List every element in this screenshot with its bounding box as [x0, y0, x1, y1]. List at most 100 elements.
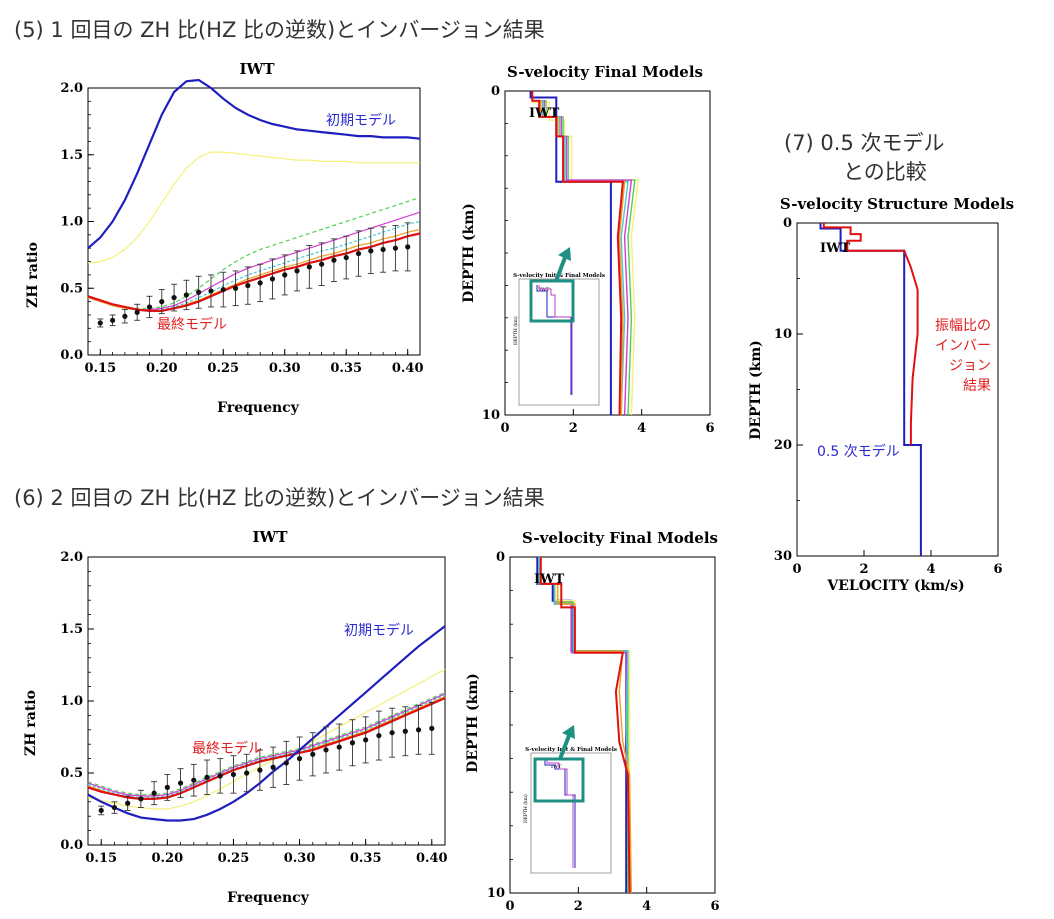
- series-initial-line: [87, 78, 421, 250]
- x-tick-label: 0.30: [284, 851, 316, 866]
- observed-point: [306, 264, 312, 270]
- y-tick-label: 10: [774, 327, 792, 342]
- observed-point: [109, 317, 116, 323]
- x-tick-label: 2: [859, 562, 868, 577]
- heading-section-7-line2: との比較: [843, 160, 927, 184]
- x-tick-label: 6: [993, 562, 1002, 577]
- observed-point: [349, 740, 356, 746]
- series-green-line: [87, 691, 446, 796]
- observed-point: [230, 771, 237, 778]
- series-magenta-line: [87, 211, 421, 311]
- y-tick-label: 1.5: [60, 622, 83, 637]
- y-tick-label: 0: [783, 216, 792, 231]
- chart-title: S-velocity Final Models: [507, 63, 703, 81]
- observed-point: [177, 780, 184, 786]
- observed-point: [343, 254, 349, 261]
- plot-area: 0 2 4 6 0 10 20 30: [774, 216, 1003, 577]
- profile-initial-line: [529, 91, 612, 415]
- inset-highlight-box: [529, 279, 575, 323]
- observed-point: [164, 784, 170, 790]
- series-orange-line: [87, 228, 421, 312]
- plot-area: 0.15 0.20 0.25 0.30 0.35 0.40 0.0 0.5 1.0 1.5 2.0: [60, 78, 424, 376]
- observed-point: [125, 800, 131, 806]
- observed-point: [376, 732, 382, 739]
- observed-point: [319, 261, 325, 267]
- observed-point: [159, 299, 165, 305]
- y-tick-label: 0: [491, 84, 500, 99]
- heading-section-6: (6) 2 回目の ZH 比(HZ 比の逆数)とインバージョン結果: [14, 486, 545, 510]
- y-tick-label: 10: [482, 408, 500, 423]
- x-tick-label: 6: [710, 899, 719, 914]
- y-tick-label: 30: [774, 549, 792, 564]
- profile-final-line: [822, 223, 919, 445]
- observed-point: [402, 728, 408, 734]
- label-final-model: 最終モデル: [157, 316, 227, 333]
- y-tick-label: 10: [487, 886, 505, 901]
- inset-arrow-head-icon: [558, 247, 571, 261]
- iwt-label: IWT: [820, 241, 851, 256]
- y-tick-label: 0.0: [60, 348, 83, 363]
- x-tick-label: 0.25: [218, 851, 250, 866]
- x-tick-label: 0.35: [350, 851, 382, 866]
- observed-point: [245, 282, 251, 289]
- inset-final-line: [546, 759, 574, 868]
- y-tick-label: 0: [496, 550, 505, 565]
- x-tick-label: 6: [705, 421, 714, 435]
- y-tick-label: 1.5: [60, 148, 83, 163]
- series-magenta-line: [87, 693, 446, 797]
- y-tick-label: 0.5: [60, 281, 83, 296]
- observed-point: [138, 796, 144, 802]
- observed-point: [415, 727, 422, 733]
- x-tick-label: 0: [792, 562, 801, 577]
- label-inversion-line2: インバー: [935, 338, 991, 354]
- inset-arrow-head-icon: [562, 725, 575, 739]
- inset-highlight-box: [533, 757, 585, 803]
- observed-point: [296, 756, 303, 762]
- x-tick-label: 4: [637, 421, 646, 435]
- chart-title: IWT: [252, 528, 288, 546]
- inset-ylabel: DEPTH (km): [522, 794, 529, 823]
- inset-title: S-velocity Init & Final Models: [525, 747, 617, 753]
- zh-ratio-chart-2: IWT 0.15 0.20 0.25 0.30 0.35 0.40 0.0 0.5 1.0 1.5…: [23, 528, 448, 906]
- observed-point: [217, 773, 223, 779]
- x-tick-label: 0.20: [146, 361, 178, 376]
- observed-point: [244, 770, 250, 776]
- observed-point: [323, 747, 329, 753]
- observed-point: [294, 268, 300, 274]
- inset-arrow-icon: [558, 732, 572, 760]
- observed-point: [122, 313, 128, 319]
- y-axis-label: DEPTH (km): [465, 673, 481, 773]
- observed-point: [270, 764, 276, 770]
- label-final-model: 最終モデル: [192, 740, 262, 757]
- observed-point: [363, 737, 369, 743]
- profile-final-line: [531, 91, 624, 416]
- label-inversion-line3: ジョン: [949, 358, 991, 374]
- series-orange-line: [87, 696, 446, 800]
- plot-frame: [87, 556, 446, 846]
- series-yellow-line: [87, 151, 420, 264]
- x-tick-label: 0.25: [207, 361, 239, 376]
- series-green-line: [87, 196, 421, 309]
- x-tick-label: 0.30: [269, 361, 301, 376]
- y-axis-label: ZH ratio: [25, 242, 41, 308]
- y-tick-label: 0.5: [60, 766, 83, 781]
- iwt-label: IWT: [534, 572, 565, 587]
- observed-point: [196, 289, 202, 295]
- inset-arrow-icon: [554, 254, 568, 282]
- observed-point: [146, 304, 153, 310]
- label-half-order-model: 0.5 次モデル: [817, 443, 900, 460]
- observed-point: [269, 276, 276, 282]
- y-tick-label: 1.0: [60, 694, 83, 709]
- y-tick-label: 1.0: [60, 215, 83, 230]
- observed-point: [355, 250, 362, 257]
- y-tick-label: 0.0: [60, 838, 83, 853]
- series-cyan-line: [87, 694, 446, 799]
- inset-thumbnail: S-velocity Init & Final Models IWT DEPTH…: [512, 247, 605, 406]
- y-axis-label: DEPTH (km): [461, 203, 477, 303]
- chart-title: IWT: [239, 60, 275, 78]
- heading-section-5: (5) 1 回目の ZH 比(HZ 比の逆数)とインバージョン結果: [14, 18, 545, 42]
- x-tick-label: 0.15: [85, 851, 117, 866]
- observed-point: [204, 774, 210, 780]
